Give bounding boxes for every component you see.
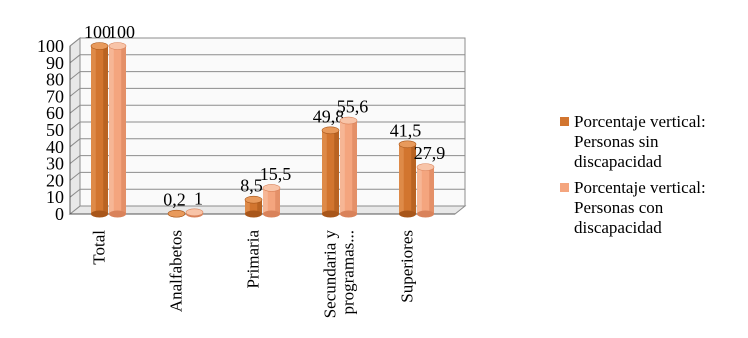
x-tick-label: Superiores	[398, 230, 417, 303]
gridline	[69, 71, 465, 80]
data-label: 55,6	[337, 97, 369, 117]
bar-highlight	[340, 120, 345, 214]
x-tick-label: programas...	[339, 230, 358, 315]
y-tick-label: 80	[46, 70, 64, 90]
bar-highlight	[322, 130, 327, 214]
bar-top	[262, 184, 281, 192]
gridline	[69, 87, 465, 97]
y-tick-label: 20	[46, 170, 64, 190]
legend-text: discapacidad	[574, 218, 662, 237]
legend-item-con: Porcentaje vertical: Personas con discap…	[560, 178, 748, 238]
bar-shade	[121, 46, 126, 214]
legend-text: Porcentaje vertical:	[574, 112, 706, 131]
bar-base	[245, 210, 262, 218]
legend-text: Personas con	[574, 198, 664, 217]
y-tick-label: 0	[55, 204, 64, 224]
bar-highlight	[91, 46, 96, 214]
bar-base	[109, 210, 126, 218]
bar-shade	[334, 130, 339, 214]
bar-top	[321, 126, 340, 135]
legend-swatch-sin	[560, 117, 569, 126]
data-label: 41,5	[390, 120, 422, 140]
bar-top	[90, 42, 109, 50]
y-tick-label: 60	[46, 103, 64, 123]
bar-base	[340, 210, 357, 218]
bar-top	[167, 209, 186, 218]
data-label: 1	[194, 188, 203, 208]
gridline	[69, 104, 465, 114]
bar-shade	[275, 187, 280, 214]
gridline	[69, 54, 465, 64]
bar-shade	[429, 167, 434, 214]
bar-shade	[352, 120, 357, 214]
x-tick-label: Secundaria y	[321, 230, 340, 319]
y-tick-label: 10	[46, 187, 64, 207]
legend-text: discapacidad	[574, 152, 662, 171]
bar-top	[398, 140, 417, 149]
data-label: 8,5	[240, 176, 263, 196]
legend-swatch-con	[560, 183, 569, 192]
bar-base	[91, 210, 108, 218]
y-tick-label: 90	[46, 53, 64, 73]
legend-item-sin: Porcentaje vertical: Personas sin discap…	[560, 112, 748, 172]
y-tick-label: 50	[46, 120, 64, 140]
legend: Porcentaje vertical: Personas sin discap…	[560, 112, 748, 244]
legend-text: Personas sin	[574, 132, 659, 151]
data-label: 49,8	[313, 106, 345, 126]
legend-text: Porcentaje vertical:	[574, 178, 706, 197]
bar-shade	[257, 199, 262, 214]
bar-shade	[411, 144, 416, 214]
bar-top	[416, 163, 435, 171]
y-tick-label: 30	[46, 154, 64, 174]
data-label: 0,2	[163, 190, 186, 210]
bar-top	[108, 42, 127, 50]
data-label: 100	[84, 22, 111, 42]
bar-top	[185, 208, 204, 217]
bar-base	[417, 210, 434, 218]
bar-top	[339, 116, 358, 125]
bar-highlight	[263, 187, 268, 214]
bar-highlight	[417, 167, 422, 214]
data-label: 15,5	[260, 164, 292, 184]
y-tick-label: 100	[37, 36, 64, 56]
x-tick-label: Total	[90, 230, 109, 265]
bar-base	[263, 210, 280, 218]
bar-shade	[103, 46, 108, 214]
gridline	[69, 37, 465, 47]
bar-base	[399, 210, 416, 218]
x-tick-label: Analfabetos	[167, 230, 186, 312]
gridline	[69, 121, 465, 131]
data-label: 27,9	[414, 143, 446, 163]
y-tick-label: 70	[46, 86, 64, 106]
bar-highlight	[245, 199, 250, 214]
x-tick-label: Primaria	[244, 230, 263, 289]
y-tick-label: 40	[46, 137, 64, 157]
bar-base	[322, 210, 339, 218]
bar-highlight	[399, 144, 404, 214]
bar-highlight	[109, 46, 114, 214]
data-label: 100	[108, 22, 135, 42]
bar-top	[244, 195, 263, 204]
